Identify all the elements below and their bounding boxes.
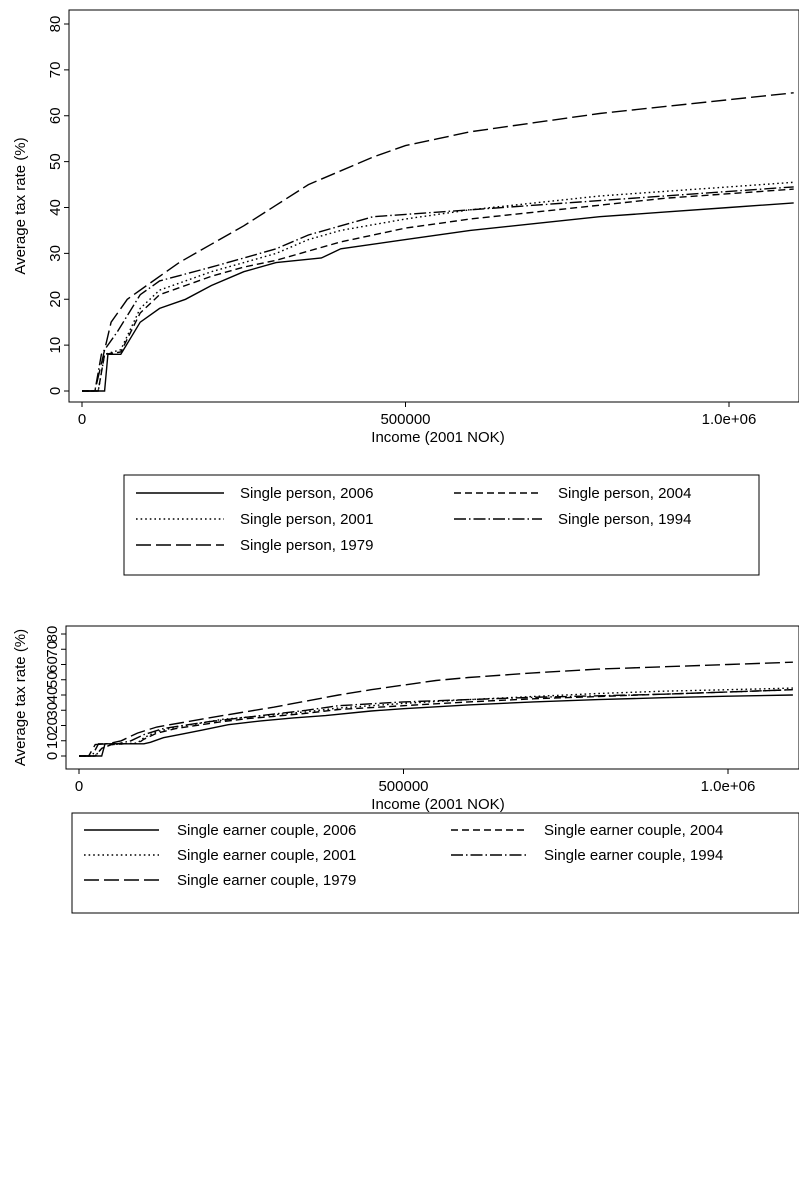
series-line-dashed <box>82 188 794 392</box>
series-line-dashdot <box>79 689 793 757</box>
x-tick-label: 1.0e+06 <box>702 411 757 428</box>
legend-label: Single earner couple, 2004 <box>544 822 723 839</box>
x-tick-label: 500000 <box>380 411 430 428</box>
y-tick-label: 60 <box>47 107 64 124</box>
y-tick-label: 40 <box>44 687 61 704</box>
plot-area <box>68 9 799 403</box>
series-line-longdash <box>79 661 793 757</box>
series-line-dashed <box>79 689 793 757</box>
y-tick-label: 10 <box>47 337 64 354</box>
x-axis-label: Income (2001 NOK) <box>371 429 504 446</box>
legend-label: Single earner couple, 2001 <box>177 847 356 864</box>
y-tick-label: 40 <box>47 199 64 216</box>
y-tick-label: 20 <box>47 291 64 308</box>
series-line-dotted <box>82 181 794 392</box>
y-tick-label: 20 <box>44 717 61 734</box>
legend-label: Single person, 1979 <box>240 537 373 554</box>
y-tick-label: 60 <box>44 656 61 673</box>
legend-label: Single earner couple, 2006 <box>177 822 356 839</box>
legend-box <box>123 474 760 576</box>
legend-label: Single person, 2006 <box>240 485 373 502</box>
legend-label: Single earner couple, 1979 <box>177 872 356 889</box>
legend-label: Single person, 2004 <box>558 485 691 502</box>
x-tick-label: 1.0e+06 <box>701 778 756 795</box>
x-tick-label: 500000 <box>378 778 428 795</box>
y-axis-label: Average tax rate (%) <box>12 629 29 766</box>
y-axis-label: Average tax rate (%) <box>12 137 29 274</box>
y-tick-label: 30 <box>47 245 64 262</box>
plot-area <box>65 625 799 770</box>
series-line-solid <box>82 202 794 392</box>
y-tick-label: 10 <box>44 732 61 749</box>
x-tick-label: 0 <box>75 778 83 795</box>
legend: Single earner couple, 2006 Single earner … <box>71 812 799 914</box>
series-line-dotted <box>79 687 793 757</box>
legend-label: Single person, 1994 <box>558 511 691 528</box>
y-tick-label: 50 <box>47 153 64 170</box>
legend-box <box>71 812 799 914</box>
legend-label: Single earner couple, 1994 <box>544 847 723 864</box>
y-tick-label: 30 <box>44 702 61 719</box>
y-tick-label: 80 <box>44 626 61 643</box>
y-tick-label: 50 <box>44 671 61 688</box>
legend: Single person, 2006 Single person, 2004 Si… <box>123 474 760 576</box>
y-tick-label: 0 <box>47 387 64 395</box>
x-axis-label: Income (2001 NOK) <box>371 796 504 813</box>
chart-panel-1: 0 10 20 30 40 50 60 70 80 0 500000 1.0e+06 Income (2… <box>12 9 799 576</box>
y-tick-label: 80 <box>47 16 64 33</box>
y-tick-label: 0 <box>44 752 61 760</box>
y-tick-label: 70 <box>47 62 64 79</box>
x-tick-label: 0 <box>78 411 86 428</box>
y-tick-label: 70 <box>44 641 61 658</box>
series-line-dashdot <box>82 186 794 392</box>
legend-label: Single person, 2001 <box>240 511 373 528</box>
series-line-longdash <box>82 92 794 392</box>
